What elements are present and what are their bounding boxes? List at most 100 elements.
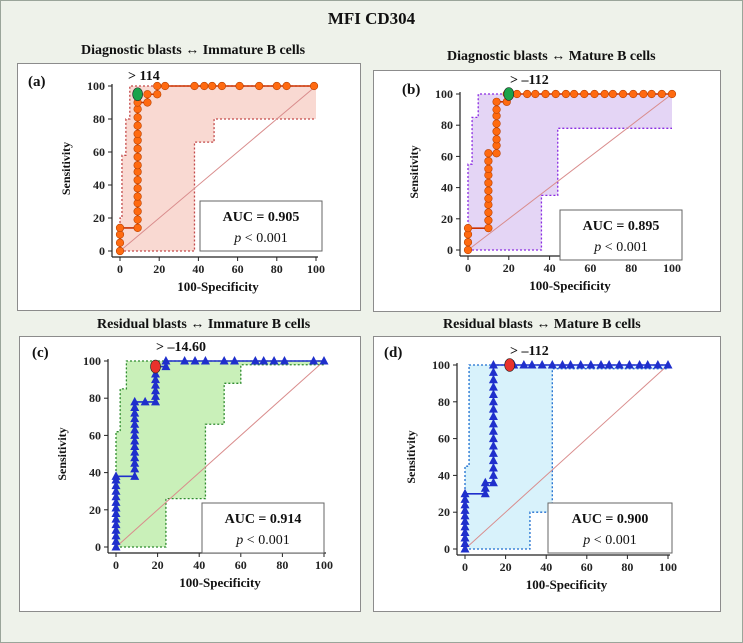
roc-point: [657, 89, 666, 99]
roc-point: [480, 477, 490, 487]
roc-point: [635, 360, 645, 369]
x-tick-label: 0: [117, 262, 123, 276]
panel-d-title: Residual blasts ↔ Mature B cells: [443, 317, 641, 332]
roc-point: [200, 81, 209, 91]
x-tick-label: 100: [307, 262, 325, 276]
p-value: p < 0.001: [235, 533, 289, 548]
roc-point: [130, 402, 140, 411]
roc-point: [130, 447, 140, 456]
roc-point: [492, 135, 501, 144]
roc-point: [130, 463, 140, 473]
figure-title: MFI CD304: [327, 9, 416, 28]
roc-point: [488, 404, 498, 413]
roc-point: [130, 458, 140, 467]
y-tick-label: 40: [93, 178, 105, 192]
y-tick-label: 0: [95, 540, 101, 554]
criterion-label: > 114: [128, 69, 160, 84]
x-tick-label: 40: [540, 560, 552, 574]
y-axis-label: Sensitivity: [407, 145, 421, 198]
panel-b-title: Diagnostic blasts ↔ Mature B cells: [447, 49, 656, 64]
y-tick-label: 80: [441, 118, 453, 132]
auc-value: AUC = 0.895: [583, 219, 660, 234]
roc-point: [111, 502, 121, 512]
roc-point: [460, 544, 470, 553]
panel-a: 0 20 40 60 80 100 0 20 40 60 80 100 100-Specificity S…: [17, 63, 361, 311]
roc-point: [279, 356, 289, 365]
roc-point: [111, 471, 121, 480]
roc-point: [190, 81, 199, 91]
x-axis-label: 100-Specificity: [179, 575, 261, 590]
roc-point: [463, 224, 473, 233]
x-tick-label: 60: [584, 261, 596, 275]
roc-point: [547, 360, 557, 369]
roc-point: [230, 356, 240, 365]
y-axis-label: Sensitivity: [404, 430, 418, 483]
roc-point: [653, 360, 663, 369]
x-axis-label: 100-Specificity: [526, 577, 608, 592]
roc-point: [557, 360, 567, 369]
roc-point: [219, 356, 229, 365]
p-value-text: < 0.001: [601, 240, 647, 255]
roc-point: [484, 178, 493, 188]
roc-point: [200, 356, 210, 365]
auc-box: AUC = 0.905 p < 0.001: [199, 200, 323, 252]
y-tick-label: 60: [89, 428, 101, 442]
roc-point: [561, 89, 571, 99]
roc-point: [527, 360, 537, 369]
roc-point: [643, 360, 653, 369]
roc-point: [596, 360, 606, 369]
roc-point: [488, 426, 498, 435]
roc-point: [140, 396, 150, 406]
x-tick-label: 20: [153, 262, 165, 276]
roc-point: [250, 356, 260, 365]
auc-box-frame: [201, 502, 325, 554]
roc-point: [460, 516, 470, 525]
ci-upper-line: [119, 85, 316, 251]
p-value-text: < 0.001: [590, 533, 636, 548]
x-tick-label: 40: [544, 261, 556, 275]
roc-point: [569, 89, 579, 99]
roc-point: [551, 89, 560, 99]
roc-point: [488, 374, 498, 384]
roc-point: [153, 90, 162, 99]
roc-point: [488, 396, 498, 406]
y-axis-label: Sensitivity: [55, 427, 69, 480]
x-axis-label: 100-Specificity: [177, 279, 259, 294]
x-tick-label: 20: [503, 261, 515, 275]
roc-point: [309, 356, 319, 365]
roc-point: [667, 89, 677, 99]
roc-point: [541, 89, 550, 99]
x-tick-label: 0: [462, 560, 468, 574]
auc-value: AUC = 0.905: [223, 210, 300, 225]
roc-point: [133, 152, 142, 162]
x-tick-label: 20: [500, 560, 512, 574]
roc-point: [255, 81, 264, 91]
criterion-point: [150, 359, 161, 374]
roc-point: [111, 497, 121, 506]
roc-point: [488, 433, 498, 443]
roc-point: [111, 514, 121, 523]
p-value: p < 0.001: [233, 231, 287, 246]
panel-label: (c): [32, 345, 49, 361]
roc-point: [488, 418, 498, 428]
roc-point: [488, 470, 498, 479]
roc-point: [512, 89, 522, 99]
roc-point: [488, 477, 498, 487]
roc-point: [133, 121, 142, 130]
roc-point: [130, 396, 140, 406]
p-value-symbol: p: [593, 240, 601, 255]
ci-lower-line: [120, 118, 316, 252]
panel-label: (d): [384, 345, 402, 361]
roc-point: [111, 519, 121, 529]
roc-point: [460, 521, 470, 531]
y-tick-label: 0: [447, 243, 453, 257]
roc-points: [460, 360, 673, 553]
x-tick-label: 60: [581, 560, 593, 574]
y-tick-label: 40: [441, 181, 453, 195]
x-tick-label: 60: [232, 262, 244, 276]
roc-point: [492, 149, 501, 158]
roc-point: [460, 532, 470, 542]
x-tick-label: 80: [621, 560, 633, 574]
roc-point: [217, 81, 227, 91]
